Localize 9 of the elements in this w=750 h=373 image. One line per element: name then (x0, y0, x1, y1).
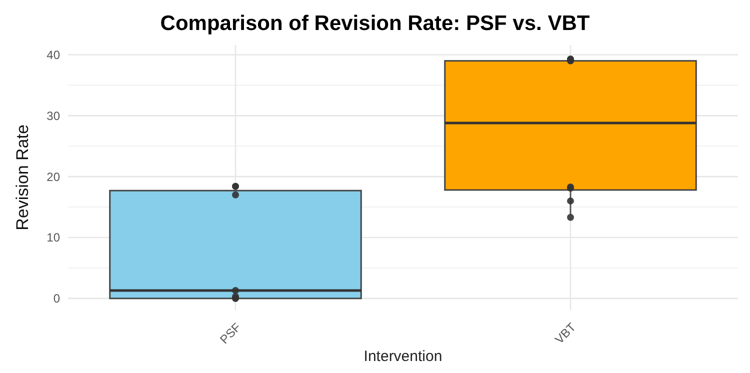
x-axis-title: Intervention (364, 348, 442, 365)
y-tick-label: 40 (46, 48, 60, 62)
y-tick-label: 0 (53, 292, 60, 306)
y-tick-label: 30 (46, 108, 60, 123)
y-tick-label: 20 (46, 170, 60, 184)
x-tick-label: VBT (552, 320, 580, 347)
chart-title: Comparison of Revision Rate: PSF vs. VBT (160, 12, 590, 35)
y-tick-label: 10 (46, 230, 60, 245)
y-axis-title: Revision Rate (13, 124, 32, 230)
